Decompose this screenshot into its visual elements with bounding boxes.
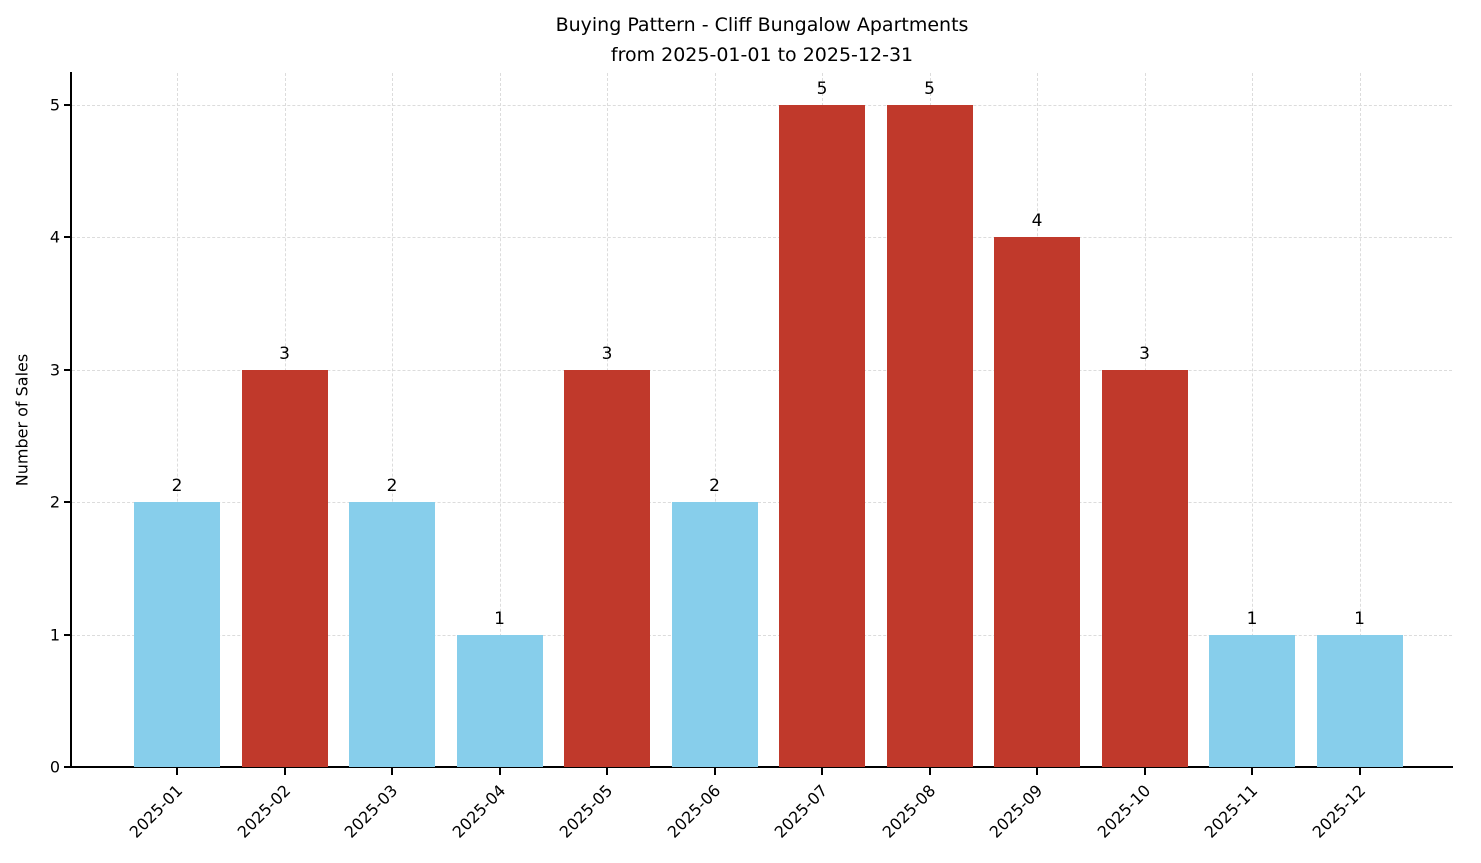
x-tick-mark (1036, 767, 1038, 775)
gridline-vertical (499, 73, 501, 767)
y-tick-label: 5 (49, 95, 60, 115)
y-axis-spine (70, 72, 72, 768)
bar (349, 502, 435, 767)
gridline-vertical (392, 73, 393, 767)
gridline-vertical (714, 73, 716, 767)
x-tick-mark (1251, 767, 1253, 775)
y-axis-label: Number of Sales (12, 353, 32, 487)
bar (886, 105, 973, 767)
bar-value-label: 3 (1139, 344, 1150, 364)
bar (779, 105, 865, 767)
bar (994, 237, 1080, 767)
x-tick-mark (928, 767, 931, 775)
x-tick-label: 2025-04 (448, 781, 509, 842)
x-tick-label: 2025-07 (770, 781, 832, 842)
y-tick-mark (64, 766, 72, 768)
bar-value-label: 3 (601, 344, 613, 364)
y-tick-mark (64, 633, 72, 636)
y-tick-label: 2 (49, 492, 60, 512)
x-tick-label: 2025-01 (125, 781, 187, 842)
x-tick-label: 2025-09 (985, 781, 1047, 842)
chart-subtitle: from 2025-01-01 to 2025-12-31 (610, 44, 914, 66)
bar-value-label: 3 (279, 344, 290, 364)
x-tick-mark (821, 767, 823, 775)
x-tick-mark (606, 767, 608, 775)
bar (241, 370, 328, 767)
x-tick-mark (498, 767, 501, 775)
bar-value-label: 1 (1354, 609, 1365, 629)
y-tick-mark (64, 368, 72, 371)
x-tick-label: 2025-05 (555, 781, 617, 842)
y-tick-label: 3 (49, 360, 60, 380)
bar-value-label: 5 (924, 79, 935, 99)
gridline-vertical (1252, 73, 1253, 767)
y-tick-mark (64, 104, 72, 106)
gridline-horizontal (72, 237, 1452, 239)
x-tick-label: 2025-03 (340, 781, 402, 842)
gridline-horizontal (72, 502, 1452, 504)
gridline-vertical (1359, 73, 1361, 767)
bar-value-label: 2 (386, 476, 398, 496)
x-tick-label: 2025-02 (233, 781, 294, 842)
bar (134, 502, 220, 767)
x-tick-label: 2025-11 (1200, 781, 1262, 842)
y-tick-mark (64, 501, 72, 504)
bar (456, 635, 543, 767)
gridline-horizontal (72, 105, 1452, 106)
bar-value-label: 2 (171, 476, 183, 496)
x-tick-mark (1358, 767, 1361, 775)
x-axis-spine (70, 766, 1453, 768)
x-tick-label: 2025-08 (878, 781, 939, 842)
x-tick-mark (391, 767, 393, 775)
bar-value-label: 1 (494, 609, 505, 629)
bar (671, 502, 758, 767)
y-tick-label: 4 (49, 227, 60, 247)
x-tick-label: 2025-10 (1093, 781, 1154, 842)
gridline-vertical (177, 73, 178, 767)
y-tick-mark (64, 236, 72, 239)
chart-title-block: Buying Pattern - Cliff Bungalow Apartmen… (72, 10, 1452, 70)
bar (1101, 370, 1188, 767)
bar (1209, 635, 1295, 767)
bar-value-label: 5 (816, 79, 828, 99)
x-tick-mark (283, 767, 286, 775)
bar-value-label: 4 (1031, 211, 1043, 231)
x-tick-mark (1143, 767, 1146, 775)
x-tick-mark (713, 767, 716, 775)
x-tick-label: 2025-06 (663, 781, 724, 842)
x-tick-label: 2025-12 (1308, 781, 1369, 842)
y-tick-label: 0 (49, 757, 60, 777)
bar-value-label: 1 (1246, 609, 1258, 629)
gridline-horizontal (72, 369, 1452, 371)
x-tick-mark (176, 767, 178, 775)
bar (564, 370, 650, 767)
chart-title: Buying Pattern - Cliff Bungalow Apartmen… (555, 14, 969, 36)
bar (1316, 635, 1403, 767)
gridline-horizontal (72, 634, 1452, 636)
bar-value-label: 2 (709, 476, 720, 496)
y-tick-label: 1 (49, 625, 60, 645)
